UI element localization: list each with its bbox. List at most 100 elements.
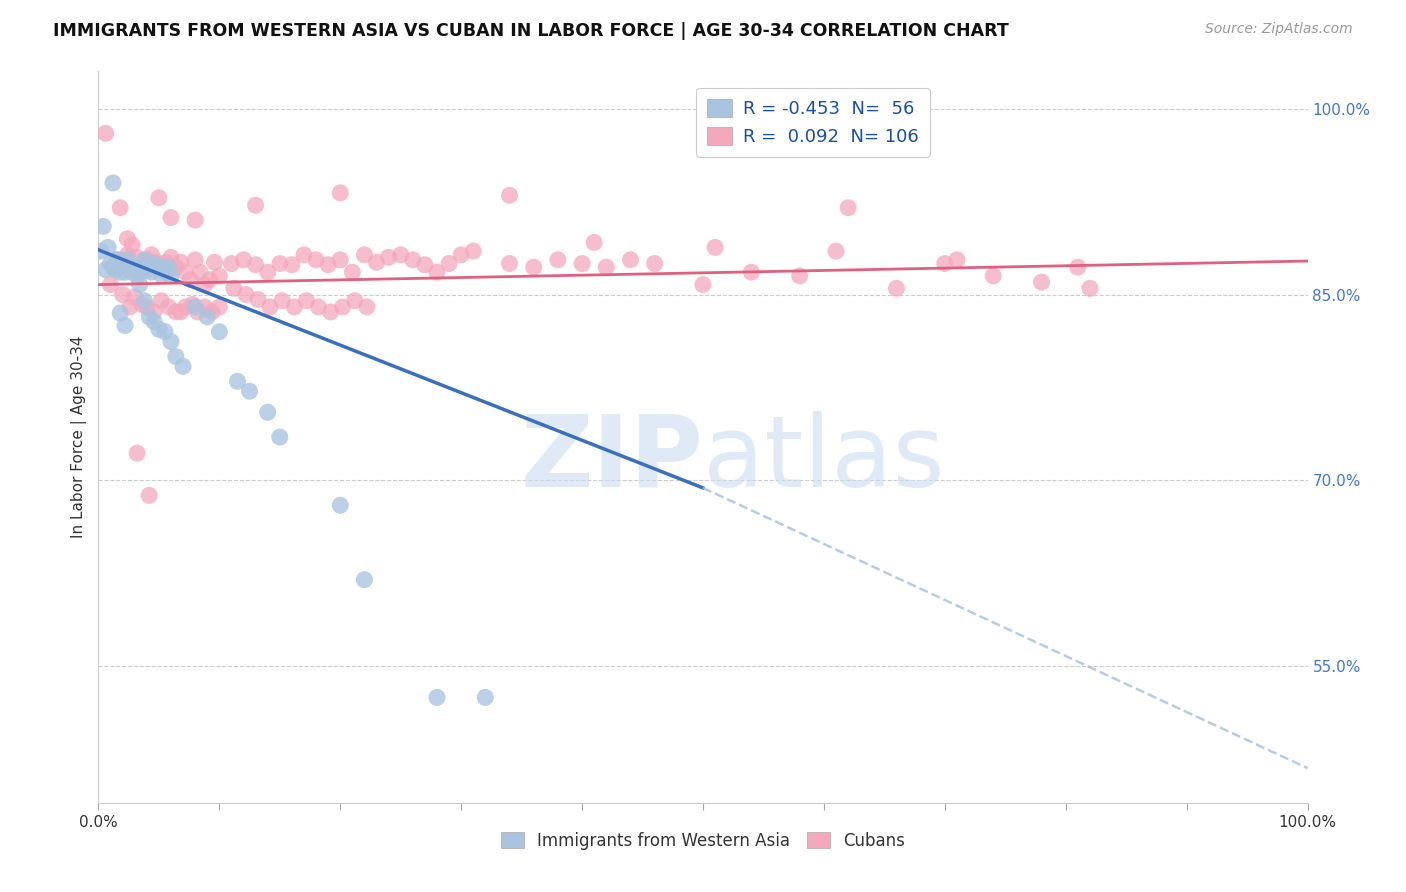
Point <box>245 258 267 272</box>
Point <box>308 300 330 314</box>
Point <box>463 244 485 259</box>
Point <box>208 300 231 314</box>
Point <box>256 405 278 419</box>
Point <box>104 262 127 277</box>
Point <box>247 293 270 307</box>
Point <box>121 262 143 277</box>
Point <box>704 240 727 254</box>
Point <box>292 248 315 262</box>
Point <box>319 305 342 319</box>
Point <box>222 281 245 295</box>
Point <box>187 305 209 319</box>
Point <box>145 260 167 275</box>
Point <box>474 690 496 705</box>
Point <box>135 252 157 267</box>
Point <box>169 255 191 269</box>
Point <box>181 297 204 311</box>
Point <box>547 252 569 267</box>
Point <box>124 260 146 275</box>
Point <box>692 277 714 292</box>
Point <box>343 293 366 308</box>
Point <box>316 258 339 272</box>
Point <box>111 287 134 301</box>
Text: Source: ZipAtlas.com: Source: ZipAtlas.com <box>1205 22 1353 37</box>
Point <box>108 265 131 279</box>
Point <box>283 300 305 314</box>
Point <box>101 260 124 275</box>
Point <box>389 248 412 262</box>
Point <box>837 201 859 215</box>
Point <box>595 260 617 275</box>
Point <box>111 252 134 267</box>
Point <box>148 322 170 336</box>
Y-axis label: In Labor Force | Age 30-34: In Labor Force | Age 30-34 <box>72 335 87 539</box>
Point <box>498 188 520 202</box>
Point <box>141 248 163 262</box>
Point <box>155 265 177 279</box>
Point <box>150 293 173 308</box>
Point <box>160 334 183 349</box>
Point <box>100 277 122 292</box>
Point <box>269 256 291 270</box>
Point <box>100 256 122 270</box>
Point <box>583 235 606 250</box>
Point <box>281 258 304 272</box>
Point <box>118 260 141 275</box>
Point <box>165 350 187 364</box>
Point <box>619 252 641 267</box>
Legend: Immigrants from Western Asia, Cubans: Immigrants from Western Asia, Cubans <box>494 825 912 856</box>
Point <box>208 325 231 339</box>
Point <box>128 260 150 275</box>
Point <box>107 256 129 270</box>
Point <box>108 201 131 215</box>
Point <box>934 256 956 270</box>
Point <box>148 262 170 277</box>
Point <box>94 126 117 140</box>
Point <box>204 255 226 269</box>
Point <box>94 262 117 277</box>
Point <box>201 305 224 319</box>
Point <box>332 300 354 314</box>
Point <box>232 252 254 267</box>
Point <box>329 498 352 512</box>
Point <box>426 690 449 705</box>
Point <box>107 252 129 267</box>
Point <box>101 176 124 190</box>
Point <box>90 244 112 259</box>
Point <box>131 297 153 311</box>
Point <box>377 250 399 264</box>
Point <box>256 265 278 279</box>
Point <box>329 252 352 267</box>
Point <box>157 260 180 275</box>
Point <box>184 252 207 267</box>
Point <box>153 325 176 339</box>
Point <box>342 265 364 279</box>
Point <box>117 232 139 246</box>
Point <box>402 252 425 267</box>
Point <box>226 374 249 388</box>
Point <box>450 248 472 262</box>
Point <box>305 252 328 267</box>
Point <box>498 256 520 270</box>
Point <box>353 248 375 262</box>
Point <box>235 287 257 301</box>
Point <box>194 300 217 314</box>
Point <box>157 300 180 314</box>
Point <box>118 300 141 314</box>
Point <box>91 219 114 234</box>
Point <box>148 191 170 205</box>
Point <box>172 359 194 374</box>
Point <box>886 281 908 295</box>
Point <box>426 265 449 279</box>
Point <box>1031 275 1053 289</box>
Point <box>165 305 187 319</box>
Point <box>194 277 217 292</box>
Point <box>145 255 167 269</box>
Point <box>259 300 281 314</box>
Point <box>143 305 166 319</box>
Point <box>208 268 231 283</box>
Point <box>160 211 183 225</box>
Point <box>1067 260 1090 275</box>
Point <box>134 252 156 267</box>
Point <box>188 265 211 279</box>
